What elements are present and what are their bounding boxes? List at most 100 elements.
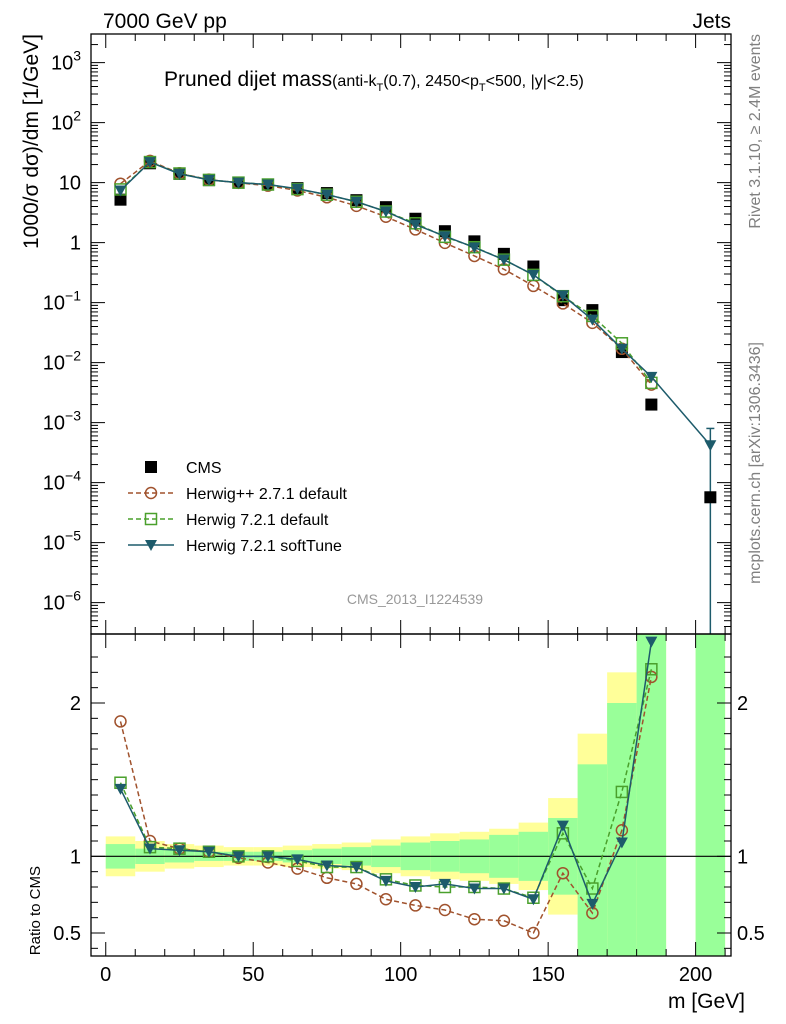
ratio-point-herwigpp <box>114 715 127 728</box>
y-tick-exponent: −2 <box>65 348 81 364</box>
ratio-y-tick-label-right: 1 <box>737 846 748 868</box>
top-point-softtune <box>704 440 717 452</box>
legend-marker-data <box>145 461 157 473</box>
chart-title-detail-3: <500, |y|<2.5) <box>486 73 584 90</box>
category-label: Jets <box>692 10 731 33</box>
chart-title-sub-2: T <box>479 82 486 94</box>
ratio-point-softtune <box>202 846 215 858</box>
y-tick-base: 1 <box>70 233 81 255</box>
top-point-softtune <box>350 196 363 208</box>
top-point-softtune <box>143 157 156 169</box>
ratio-point-herwigpp <box>350 877 363 891</box>
y-tick-exponent: −1 <box>65 288 81 304</box>
y-tick-exponent: −5 <box>65 528 81 544</box>
rivet-version-label: Rivet 3.1.10, ≥ 2.4M events <box>747 34 764 229</box>
ratio-point-softtune <box>320 860 333 872</box>
top-point-softtune <box>173 168 186 180</box>
y-tick-exponent: −3 <box>65 408 81 424</box>
y-tick-label: 10 <box>59 173 81 195</box>
ratio-point-softtune <box>586 898 599 910</box>
uncertainty-bands <box>105 634 726 956</box>
ratio-point-softtune <box>291 854 304 866</box>
y-axis-label-bottom: Ratio to CMS <box>27 866 44 955</box>
ratio-point-softtune <box>409 882 422 893</box>
ratio-point-softtune <box>350 862 363 874</box>
ratio-point-softtune <box>615 837 628 849</box>
ratio-panel-series <box>91 636 731 940</box>
y-tick-base: 10 <box>51 53 73 75</box>
y-axis-label-top: 1000/σ dσ)/dm [1/GeV] <box>20 34 43 249</box>
y-tick-exponent: −6 <box>65 588 81 604</box>
y-tick-base: 10 <box>43 413 65 435</box>
y-tick-base: 10 <box>43 353 65 375</box>
mcplots-label: mcplots.cern.ch [arXiv:1306.3436] <box>747 342 764 584</box>
ratio-point-softtune <box>645 636 658 648</box>
ratio-point-softtune <box>379 875 392 887</box>
x-tick-label: 200 <box>679 964 712 986</box>
y-tick-label: 103 <box>51 48 81 75</box>
top-point-softtune <box>232 177 245 189</box>
top-point-softtune <box>114 185 127 197</box>
top-point-softtune <box>261 179 274 191</box>
top-point-softtune <box>438 231 451 243</box>
top-point-softtune <box>468 242 481 254</box>
y-tick-label: 10−3 <box>43 408 81 435</box>
ratio-point-herwigpp <box>615 824 629 837</box>
legend-marker-softtune <box>145 540 157 551</box>
y-tick-base: 10 <box>43 593 65 615</box>
y-tick-label: 10−2 <box>43 348 81 375</box>
chart-title-sub-1: T <box>377 82 384 94</box>
ratio-point-herwigpp <box>497 914 511 927</box>
y-tick-label: 10−6 <box>43 588 81 615</box>
y-tick-base: 10 <box>43 293 65 315</box>
chart-title-detail: (anti-k <box>332 73 377 90</box>
ratio-point-softtune <box>556 820 569 832</box>
top-point-softtune <box>615 343 628 355</box>
y-tick-exponent: −4 <box>65 468 81 484</box>
top-line-herwig72 <box>119 161 652 384</box>
y-tick-exponent: 2 <box>73 108 81 124</box>
ratio-point-herwig72 <box>645 663 658 676</box>
ratio-y-tick-label-right: 0.5 <box>737 923 765 945</box>
top-point-softtune <box>497 254 510 266</box>
ratio-point-herwigpp <box>556 866 570 880</box>
top-point-softtune <box>379 206 392 218</box>
band-inner <box>636 634 667 956</box>
x-axis-label: m [GeV] <box>668 990 745 1013</box>
ratio-point-softtune <box>232 851 245 863</box>
x-tick-label: 50 <box>242 964 264 986</box>
legend-label-softtune: Herwig 7.2.1 softTune <box>186 538 342 555</box>
ratio-point-softtune <box>438 878 451 890</box>
ratio-point-herwigpp <box>527 926 540 940</box>
ratio-point-softtune <box>114 783 127 795</box>
top-point-softtune <box>202 174 215 186</box>
legend-label-data: CMS <box>186 460 222 477</box>
legend-marker-herwig72 <box>144 512 158 526</box>
ratio-panel-frame <box>90 633 732 957</box>
ratio-point-softtune <box>173 845 186 857</box>
top-line-herwigpp <box>120 160 652 386</box>
band-inner <box>695 634 726 956</box>
x-tick-label: 100 <box>384 964 417 986</box>
ratio-y-tick-label: 1 <box>70 846 81 868</box>
y-tick-base: 10 <box>43 533 65 555</box>
ratio-point-softtune <box>468 883 481 895</box>
chart-title: Pruned dijet mass(anti-kT(0.7), 2450<pT<… <box>164 68 584 94</box>
analysis-watermark: CMS_2013_I1224539 <box>347 591 483 607</box>
chart-title-main: Pruned dijet mass <box>164 68 332 91</box>
top-panel-series <box>114 154 717 634</box>
x-tick-label: 150 <box>531 964 564 986</box>
y-tick-label: 10−4 <box>43 468 81 495</box>
legend-marker-herwigpp <box>144 486 158 500</box>
y-tick-label: 10−1 <box>43 288 81 315</box>
y-tick-base: 10 <box>51 113 73 135</box>
y-tick-label: 10−5 <box>43 528 81 555</box>
ratio-point-herwigpp <box>438 903 452 917</box>
top-point-softtune <box>409 219 422 231</box>
ratio-y-tick-label-right: 2 <box>737 693 748 715</box>
ratio-point-herwigpp <box>379 893 393 906</box>
y-tick-label: 102 <box>51 108 81 135</box>
top-line-softtune <box>119 161 711 446</box>
